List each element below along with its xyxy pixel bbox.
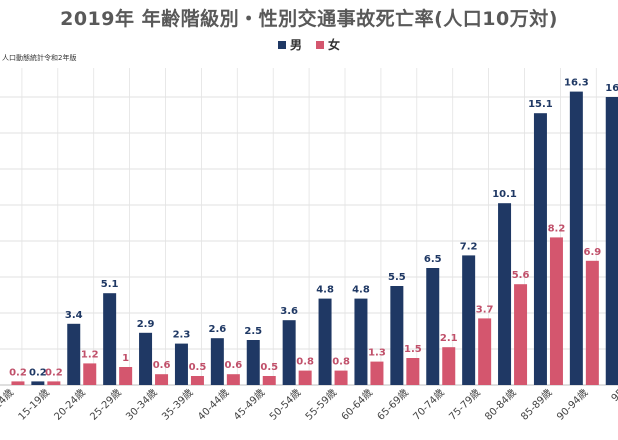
data-label-female: 1	[122, 353, 129, 364]
data-label-female: 6.9	[583, 247, 601, 258]
bar-male	[246, 340, 260, 385]
bar-female	[226, 374, 240, 385]
legend-label-female: 女	[328, 38, 341, 52]
data-label-male: 10.1	[492, 189, 517, 200]
bar-male	[533, 113, 547, 385]
bar-female	[119, 367, 133, 385]
category-label: 80-84歳	[483, 387, 519, 423]
data-label-female: 0.2	[9, 367, 27, 378]
data-label-male: 3.6	[280, 306, 298, 317]
data-label-female: 1.3	[368, 348, 386, 359]
data-label-male: 6.5	[424, 254, 442, 265]
data-label-female: 0.8	[296, 357, 314, 368]
legend-label-male: 男	[289, 38, 302, 52]
bar-female	[190, 376, 204, 385]
data-label-female: 8.2	[548, 223, 566, 234]
category-label: 65-69歳	[375, 387, 411, 423]
category-label: 60-64歳	[339, 387, 375, 423]
bar-female	[478, 318, 492, 385]
data-label-female: 1.2	[81, 349, 99, 360]
bar-male	[103, 293, 117, 385]
category-label: 35-39歳	[159, 387, 195, 423]
data-label-male: 2.9	[137, 319, 155, 330]
category-label: 40-44歳	[195, 387, 231, 423]
bar-female	[549, 237, 563, 385]
category-label: 20-24歳	[52, 387, 88, 423]
bar-female	[585, 260, 599, 385]
category-label: 10-14歳	[0, 387, 16, 423]
bar-male	[318, 298, 332, 385]
bar-female	[334, 370, 348, 385]
data-label-male: 2.5	[244, 326, 262, 337]
data-label-male: 15.1	[528, 99, 553, 110]
data-label-female: 0.6	[153, 360, 171, 371]
source-note: 人口動態統計令和2年版	[2, 54, 77, 62]
data-label-female: 0.8	[332, 357, 350, 368]
bar-male	[282, 320, 296, 385]
bar-female	[406, 358, 420, 385]
data-label-male: 4.8	[352, 285, 370, 296]
data-label-female: 1.5	[404, 344, 422, 355]
category-label: 55-59歳	[303, 387, 339, 423]
category-label: 15-19歳	[16, 387, 52, 423]
category-label: 30-34歳	[124, 387, 160, 423]
category-label: 90-94歳	[554, 387, 590, 423]
category-label: 95	[610, 387, 618, 404]
data-label-female: 0.2	[45, 367, 63, 378]
data-label-male: 5.1	[101, 279, 119, 290]
bar-male	[426, 268, 440, 385]
bar-male	[174, 343, 188, 385]
data-label-female: 0.5	[260, 362, 278, 373]
bar-female	[298, 370, 312, 385]
bar-female	[83, 363, 97, 385]
bar-male	[498, 203, 512, 385]
data-label-male: 16.3	[564, 78, 589, 89]
bar-male	[605, 97, 618, 385]
data-label-female: 3.7	[476, 304, 494, 315]
category-label: 85-89歳	[518, 387, 554, 423]
data-label-female: 2.1	[440, 333, 458, 344]
bar-female	[11, 381, 25, 385]
bar-male	[569, 91, 583, 385]
bar-female	[262, 376, 276, 385]
bar-male	[139, 332, 153, 385]
data-label-female: 0.6	[224, 360, 242, 371]
legend: 男 女	[0, 36, 618, 53]
bar-female	[370, 361, 384, 385]
bar-male	[210, 338, 224, 385]
data-label-female: 5.6	[512, 270, 530, 281]
category-label: 25-29歳	[88, 387, 124, 423]
category-label: 70-74歳	[411, 387, 447, 423]
data-label-male: 2.6	[208, 324, 226, 335]
legend-item-male: 男	[277, 36, 302, 53]
bar-female	[442, 347, 456, 385]
bar-male	[67, 323, 81, 385]
legend-item-female: 女	[316, 36, 340, 53]
legend-swatch-male	[277, 40, 286, 49]
data-label-male: 0.2	[29, 367, 47, 378]
legend-swatch-female	[316, 40, 324, 49]
category-label: 50-54歳	[267, 387, 303, 423]
bar-male	[31, 381, 45, 385]
data-label-female: 0.5	[189, 362, 207, 373]
bar-female	[514, 284, 528, 385]
data-label-male: 16	[605, 83, 618, 94]
chart-title: 2019年 年齢階級別・性別交通事故死亡率(人口10万対)	[60, 8, 558, 30]
data-label-male: 5.5	[388, 272, 406, 283]
bar-female	[155, 374, 169, 385]
data-label-male: 2.3	[173, 330, 191, 341]
data-label-male: 4.8	[316, 285, 334, 296]
bar-male	[354, 298, 368, 385]
category-label: 45-49歳	[231, 387, 267, 423]
bar-male	[462, 255, 476, 385]
bar-male	[390, 286, 404, 385]
data-label-male: 3.4	[65, 310, 83, 321]
bar-female	[47, 381, 61, 385]
data-label-male: 7.2	[460, 241, 478, 252]
category-label: 75-79歳	[447, 387, 483, 423]
